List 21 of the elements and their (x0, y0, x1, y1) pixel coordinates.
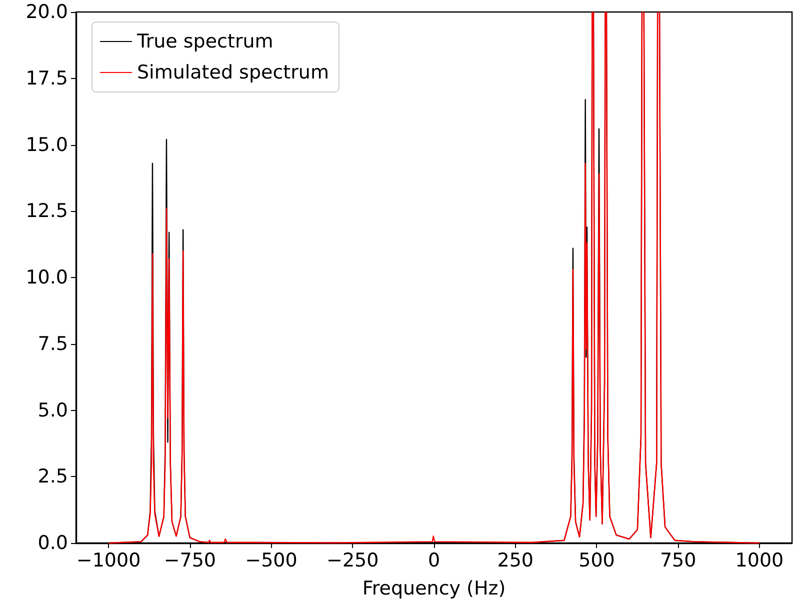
x-tick-label: −750 (164, 550, 216, 572)
x-tick-label: 750 (660, 550, 696, 572)
x-tick-label: −1000 (76, 550, 141, 572)
legend-label: Simulated spectrum (137, 62, 329, 84)
y-tick-label: 15.0 (26, 134, 68, 156)
x-tick-label: −250 (326, 550, 379, 572)
x-tick-label: −500 (245, 550, 298, 572)
y-tick-label: 7.5 (38, 332, 68, 355)
y-tick-label: 20.0 (26, 1, 68, 23)
y-tick-label: 17.5 (26, 67, 68, 90)
y-tick-label: 0.0 (38, 532, 68, 554)
y-tick-label: 2.5 (38, 466, 68, 488)
y-tick-label: 12.5 (26, 200, 68, 222)
x-tick-label: 250 (497, 550, 534, 572)
x-axis-title: Frequency (Hz) (362, 578, 506, 600)
y-tick-label: 5.0 (38, 399, 68, 422)
legend-label: True spectrum (136, 30, 274, 52)
x-tick-label: 500 (578, 550, 615, 572)
y-tick-label: 10.0 (26, 266, 68, 288)
x-tick-label: 0 (428, 550, 440, 572)
x-tick-label: 1000 (735, 550, 784, 572)
